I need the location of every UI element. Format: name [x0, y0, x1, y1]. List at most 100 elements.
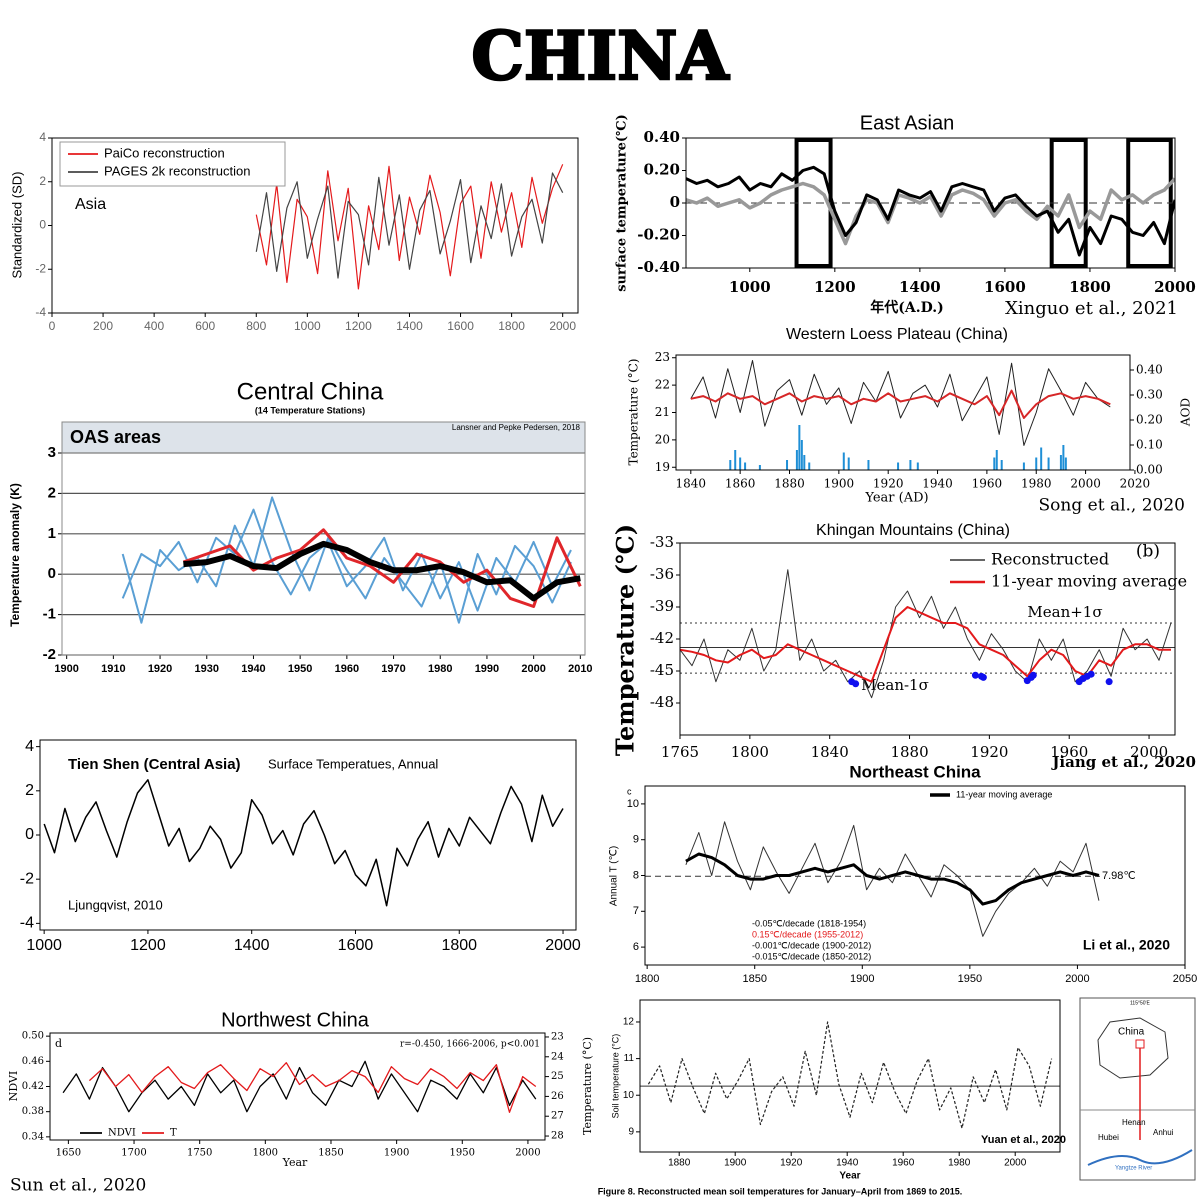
x-tick-label: 1960	[972, 477, 1003, 491]
series-line	[685, 821, 1100, 937]
x-tick-label: 1950	[288, 663, 312, 675]
chart-title: Central China	[237, 378, 384, 405]
y-axis-label: Annual T (℃)	[609, 846, 620, 906]
bar	[800, 440, 803, 470]
x-tick-label: 1840	[811, 743, 849, 761]
x-tick-label: 1900	[850, 973, 874, 985]
x-tick-label: 1950	[958, 973, 982, 985]
y-axis-label: Soil temperature (°C)	[610, 1034, 620, 1119]
bar	[744, 462, 747, 470]
series-line	[43, 779, 564, 907]
annotation: Yuan et al., 2020	[981, 1134, 1066, 1146]
y-tick-label: -45	[650, 661, 674, 679]
map-label: Anhui	[1153, 1128, 1174, 1137]
y-tick-label: -36	[650, 565, 674, 583]
x-tick-label: 1750	[187, 1148, 212, 1159]
series-line	[690, 360, 1111, 446]
legend-label: Reconstructed	[991, 550, 1109, 569]
bar	[798, 425, 801, 470]
x-tick-label: 1900	[384, 1148, 409, 1159]
plot-frame	[51, 137, 579, 314]
x-tick-label: 1000	[729, 278, 771, 296]
plot-frame	[39, 739, 577, 931]
legend-label: PaiCo reconstruction	[104, 145, 225, 160]
chart-panel: Northeast China 6 7 8 9 10 1800 1850 1900 1950 200…	[609, 762, 1198, 984]
x-tick-label: 1200	[130, 937, 166, 954]
bar	[758, 465, 761, 470]
y-tick-label: -2	[43, 646, 56, 663]
bar	[842, 452, 845, 470]
series-line	[255, 172, 564, 279]
x-tick-label: 1920	[780, 1158, 803, 1169]
x-tick-label: 1980	[948, 1158, 971, 1169]
china-outline	[1097, 1017, 1169, 1079]
y2-tick-label: 0.40	[1136, 363, 1163, 377]
y-tick-label: 0.38	[22, 1106, 44, 1117]
plot-frame	[61, 452, 586, 656]
annotation: d	[55, 1037, 62, 1050]
x-tick-label: 2000	[549, 319, 576, 333]
x-tick-label: 200	[93, 319, 113, 333]
x-tick-label: 2010	[568, 663, 592, 675]
y-tick-label: 0	[48, 565, 56, 582]
point	[1105, 678, 1113, 686]
bar	[803, 455, 806, 470]
reference-label: Mean+1σ	[1027, 603, 1102, 621]
page-title: CHINA	[471, 17, 729, 95]
chart-subtitle: (14 Temperature Stations)	[255, 405, 365, 415]
x-tick-label: 1900	[54, 663, 78, 675]
x-tick-label: 1800	[498, 319, 525, 333]
panel-header: OAS areas	[70, 427, 161, 447]
bar	[993, 457, 996, 470]
bar	[1064, 457, 1067, 470]
y-tick-label: -2	[35, 261, 46, 275]
x-tick-label: 1400	[899, 278, 941, 296]
plot-frame	[639, 999, 1061, 1153]
bar	[847, 457, 850, 470]
y-axis-label: Temperature (℃)	[611, 524, 640, 756]
series-line	[685, 852, 1100, 906]
x-tick-label: 1765	[661, 743, 699, 761]
y-tick-label: 2	[25, 782, 34, 799]
x-tick-label: 2050	[1173, 973, 1197, 985]
x-axis-label: Year (AD)	[864, 491, 928, 506]
annotation: Lansner and Pepke Pedersen, 2018	[452, 423, 581, 432]
x-tick-label: 2000	[1130, 743, 1168, 761]
annotation: Surface Temperatues, Annual	[268, 756, 438, 771]
bar	[867, 460, 870, 470]
annotation: (b)	[1136, 542, 1160, 562]
y-tick-label: 3	[48, 444, 56, 461]
y-tick-label: 10	[627, 798, 639, 810]
x-tick-label: 1880	[668, 1158, 691, 1169]
y2-tick-label: 0.10	[1136, 438, 1163, 452]
y-axis-label: Standardized (SD)	[9, 172, 24, 279]
x-tick-label: 1930	[195, 663, 219, 675]
series-line	[686, 165, 1175, 257]
y-tick-label: 21	[655, 405, 670, 419]
point	[1029, 671, 1037, 679]
y-tick-label: 11	[624, 1053, 635, 1064]
annotation: Song et al., 2020	[1039, 496, 1185, 516]
x-tick-label: 1910	[101, 663, 125, 675]
reference-label: 7.98℃	[1102, 870, 1136, 882]
y-tick-label: 6	[633, 941, 639, 953]
x-tick-label: 1950	[450, 1148, 475, 1159]
x-tick-label: 1800	[635, 973, 659, 985]
annotation: Li et al., 2020	[1083, 937, 1170, 953]
y-tick-label: 0.20	[643, 161, 680, 179]
bar	[916, 462, 919, 470]
annotation: Xinguo et al., 2021	[1005, 298, 1178, 319]
x-tick-label: 2000	[1065, 973, 1089, 985]
x-tick-label: 2000	[545, 937, 581, 954]
x-tick-label: 1200	[814, 278, 856, 296]
x-tick-label: 1400	[396, 319, 423, 333]
y-tick-label: -4	[35, 305, 46, 319]
y-tick-label: 2	[39, 174, 46, 188]
y-tick-label: 10	[623, 1090, 635, 1101]
map-label: Yangtze River	[1115, 1166, 1152, 1172]
chart-panel: Northwest China 0.34 0.38 0.42 0.46 0.50 23 24 2…	[7, 1009, 594, 1195]
series-line	[88, 1062, 537, 1113]
y2-axis-label: AOD	[1179, 398, 1193, 427]
x-tick-label: 0	[49, 319, 56, 333]
legend-label: PAGES 2k reconstruction	[104, 163, 250, 178]
